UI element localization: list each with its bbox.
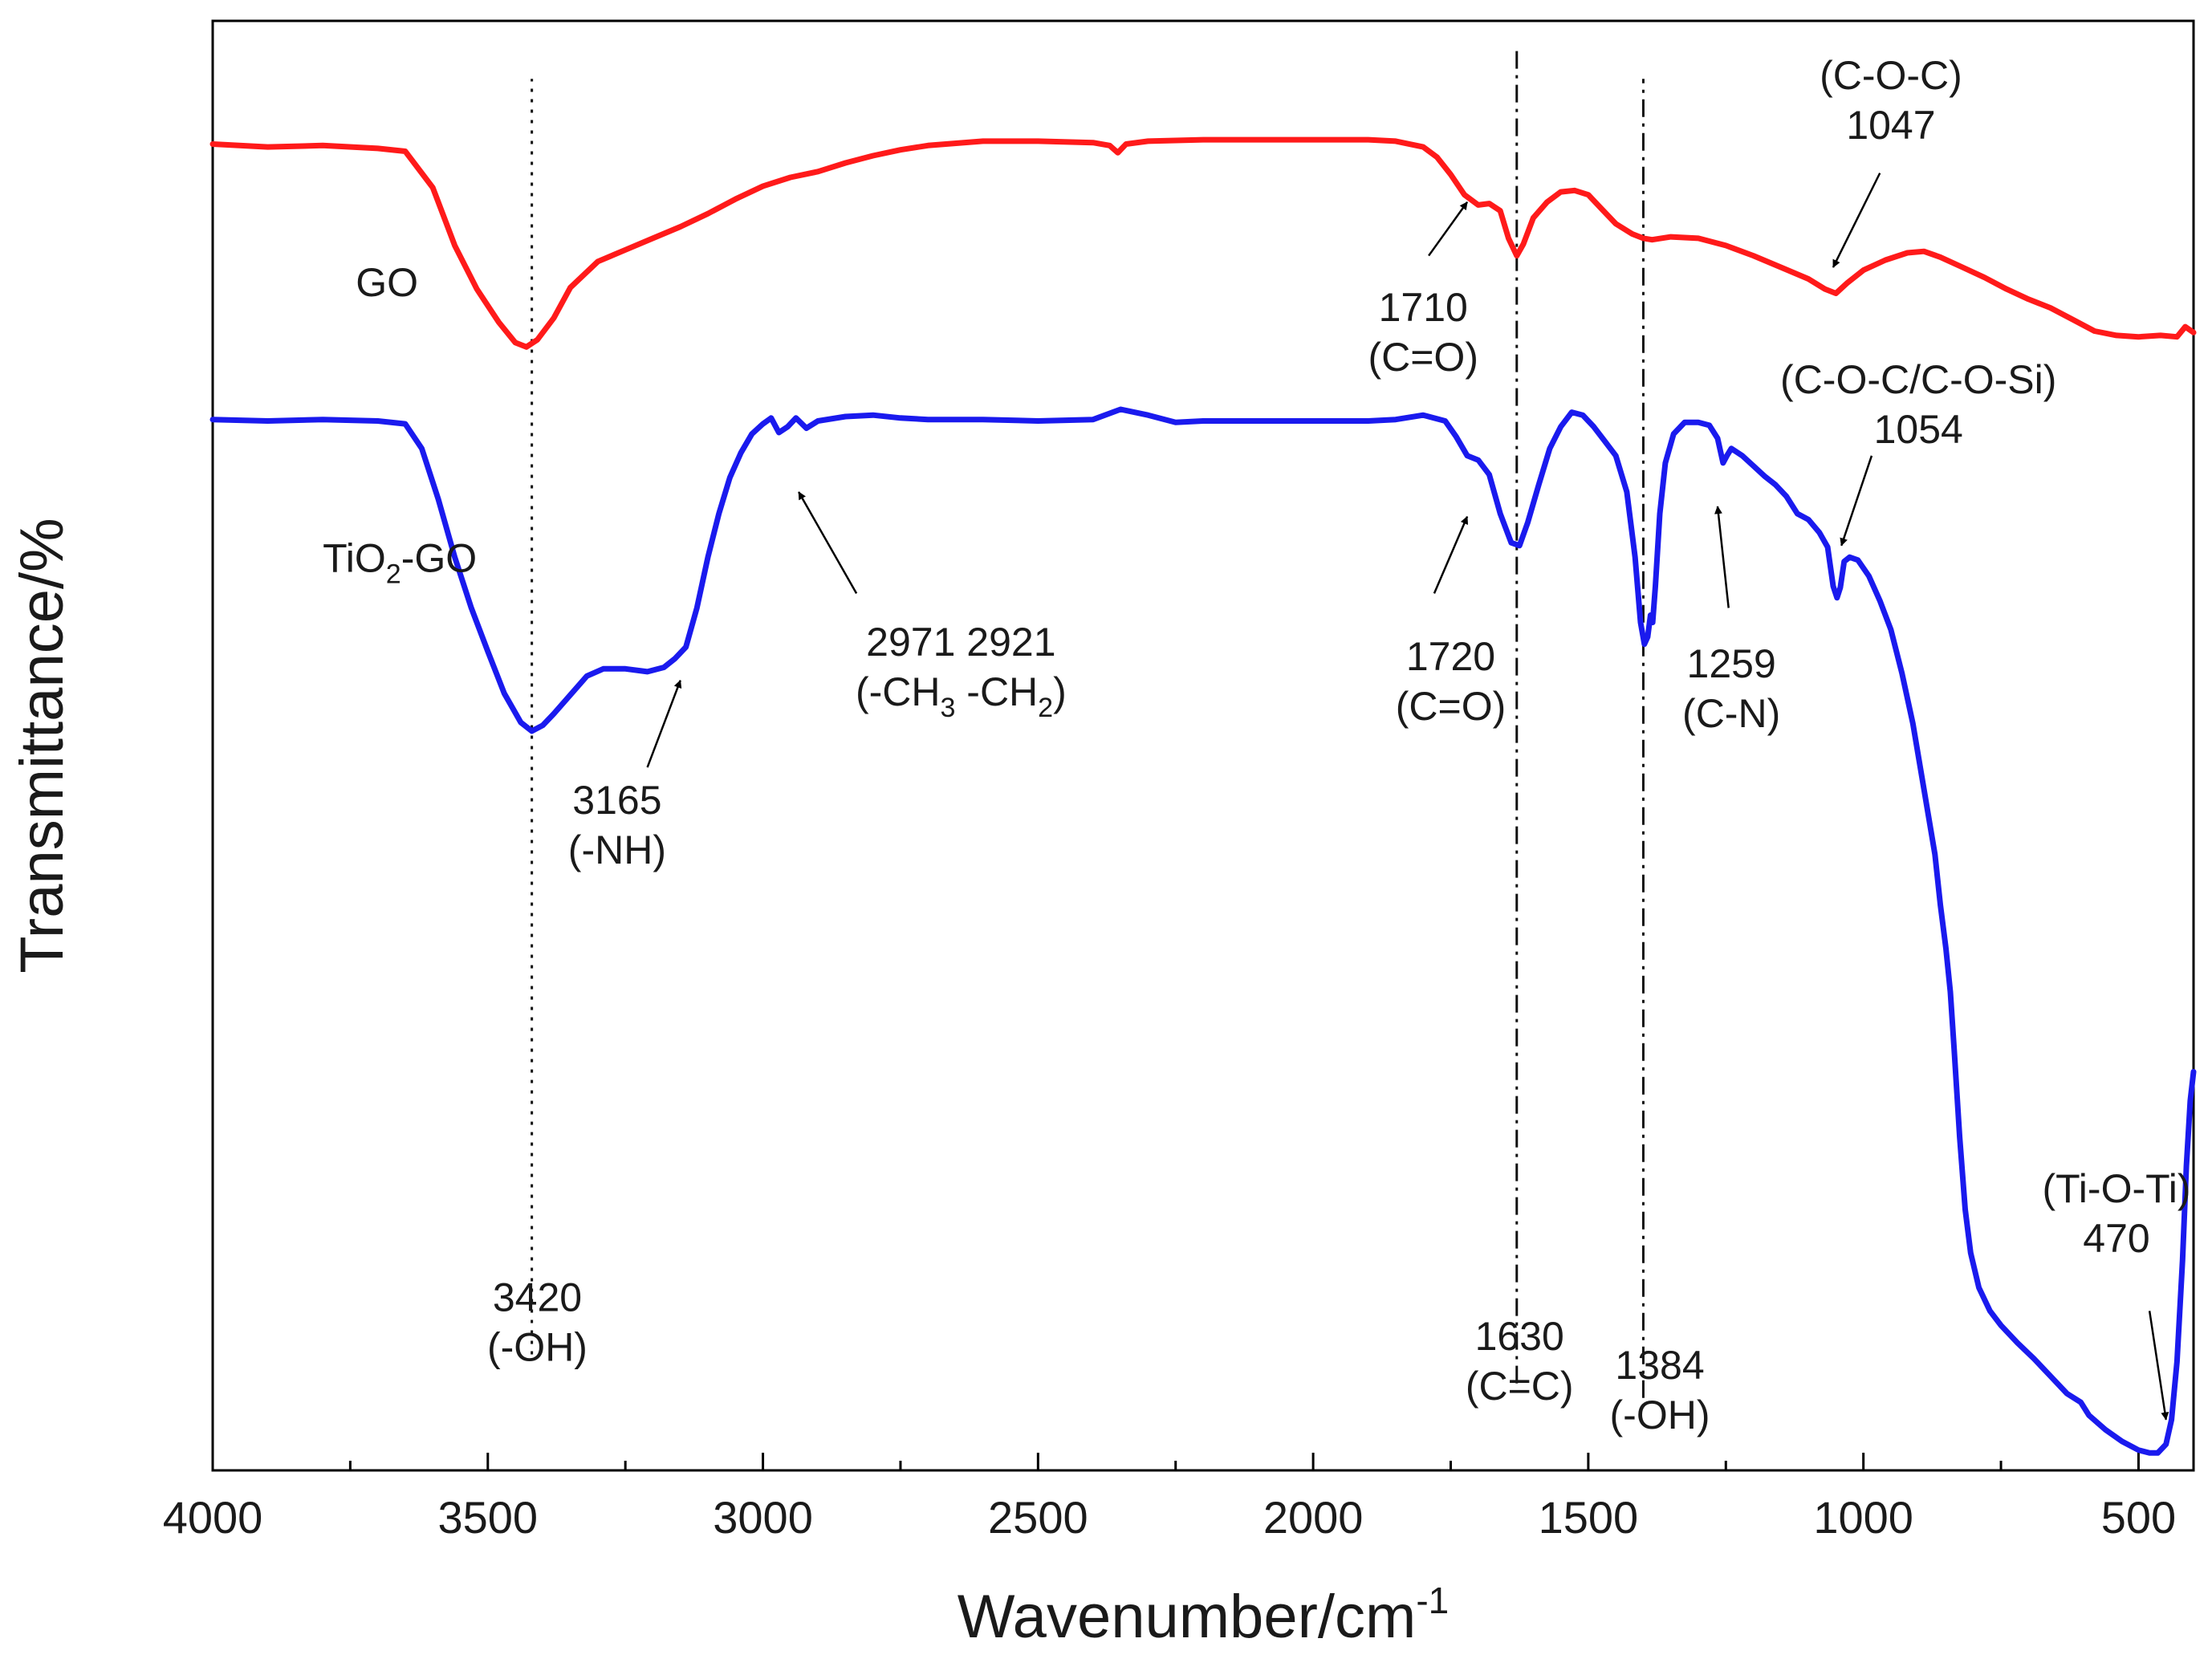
x-tick-label: 4000 [163, 1492, 263, 1543]
peak-annotation: (-OH) [487, 1324, 588, 1369]
peak-annotation: (-CH3 -CH2) [856, 669, 1067, 723]
series-line [209, 406, 2197, 1456]
peak-annotation: 2971 2921 [866, 620, 1055, 665]
peak-annotation: 3165 [572, 778, 661, 823]
axis-titles: Wavenumber/cm-1 Transmittance/% [8, 518, 1449, 1651]
peak-annotation: (C=O) [1396, 684, 1507, 729]
peak-annotation: 1259 [1687, 641, 1776, 686]
peak-annotation: 1630 [1475, 1314, 1564, 1359]
peak-annotation: 1720 [1406, 634, 1495, 679]
plot-border [211, 19, 2195, 1472]
annotation-arrow [1714, 506, 1730, 608]
annotation-arrow [2148, 1311, 2169, 1421]
x-axis: 4000 3500 3000 2500 2000 1500 1000 500 [163, 1453, 2176, 1543]
series-line [209, 136, 2197, 350]
x-tick-label: 3000 [713, 1492, 813, 1543]
series-labels: GO TiO2-GO [323, 260, 477, 589]
series-layer [209, 136, 2197, 1456]
annotation-arrow [646, 679, 682, 768]
series-label: TiO2-GO [323, 535, 477, 589]
x-tick-label: 3500 [437, 1492, 538, 1543]
peak-annotation: 3420 [493, 1275, 582, 1319]
annotation-arrow [1428, 201, 1469, 257]
peak-annotation: 1047 [1846, 103, 1935, 148]
peak-annotation: (-NH) [568, 827, 666, 872]
y-axis-title: Transmittance/% [8, 518, 76, 973]
peak-annotation: (Ti-O-Ti) [2042, 1166, 2190, 1211]
annotation-arrow [798, 491, 858, 594]
annotation-arrows [646, 173, 2169, 1421]
x-tick-label: 500 [2101, 1492, 2176, 1543]
peak-annotation: (C-O-C) [1820, 53, 1962, 98]
x-axis-title: Wavenumber/cm-1 [958, 1580, 1449, 1651]
peak-annotation: 1384 [1615, 1343, 1704, 1388]
series-label: GO [356, 260, 418, 305]
peak-annotation: 470 [2083, 1216, 2149, 1261]
x-tick-label: 1500 [1539, 1492, 1639, 1543]
annotation-arrow [1840, 455, 1873, 547]
peak-annotation: (C-O-C/C-O-Si) [1780, 357, 2056, 402]
peak-annotation: (C=C) [1466, 1364, 1574, 1409]
reference-lines [531, 50, 1645, 1398]
plot-frame [211, 19, 2195, 1472]
x-tick-label: 1000 [1813, 1492, 1913, 1543]
peak-annotation: 1710 [1379, 285, 1468, 330]
peak-annotation: (C-N) [1682, 691, 1780, 736]
peak-annotation: 1054 [1874, 407, 1963, 452]
annotations: 3420 (-OH) 1630 (C=C) 1384 (-OH) 1710 (C=O) 1720… [487, 53, 2191, 1437]
x-tick-label: 2000 [1263, 1492, 1364, 1543]
annotation-arrow [1433, 515, 1469, 594]
peak-annotation: (-OH) [1610, 1393, 1710, 1437]
x-tick-label: 2500 [988, 1492, 1088, 1543]
annotation-arrow [1832, 173, 1881, 268]
peak-annotation: (C=O) [1368, 335, 1478, 380]
